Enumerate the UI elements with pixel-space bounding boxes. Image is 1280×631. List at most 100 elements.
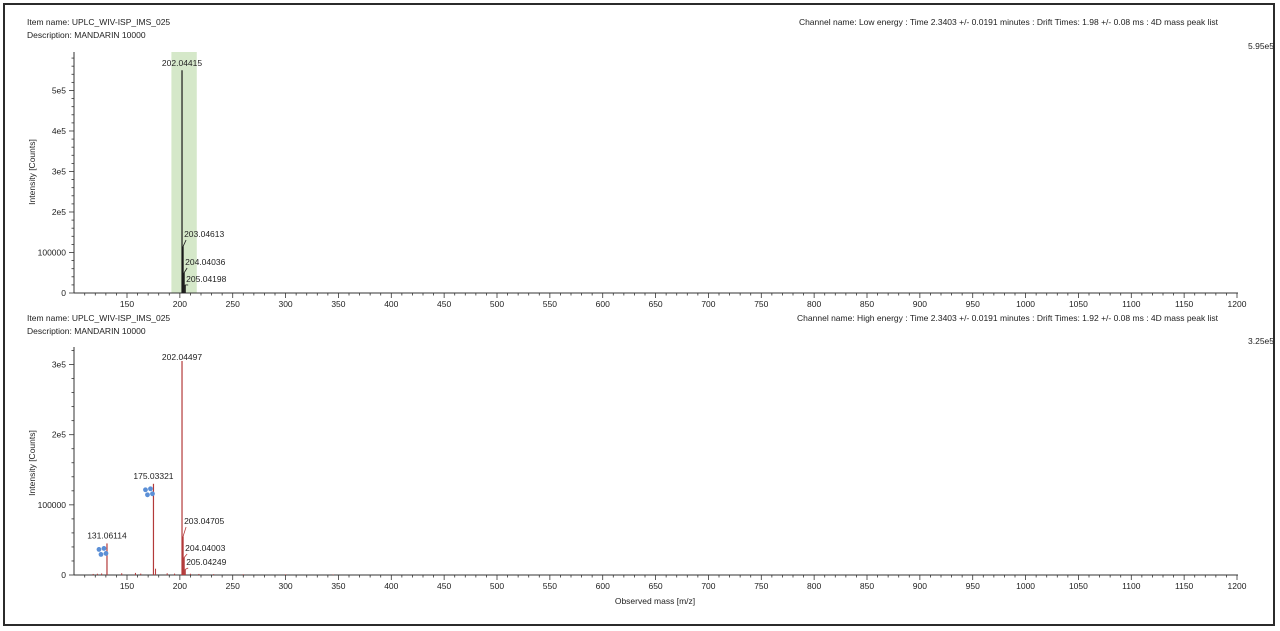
x-tick-label: 550	[543, 581, 557, 591]
marker-dot	[150, 491, 155, 497]
peak-label: 175.03321	[133, 471, 173, 481]
peak-label: 204.04003	[185, 543, 225, 553]
marker-dot	[145, 492, 150, 498]
y-tick-label: 4e5	[52, 126, 66, 136]
peak-leader	[185, 567, 189, 570]
peak-label: 205.04198	[186, 274, 226, 284]
x-tick-label: 1200	[1228, 299, 1247, 309]
x-tick-label: 400	[384, 581, 398, 591]
x-tick-label: 450	[437, 299, 451, 309]
peak-label: 203.04613	[184, 229, 224, 239]
molecule-marker-icon	[143, 486, 155, 498]
peak-label: 131.06114	[87, 530, 127, 540]
x-tick-label: 1200	[1228, 581, 1247, 591]
x-tick-label: 650	[648, 299, 662, 309]
x-tick-label: 1100	[1122, 581, 1141, 591]
x-tick-label: 600	[596, 299, 610, 309]
x-tick-label: 900	[913, 581, 927, 591]
peak-label: 204.04036	[185, 257, 225, 267]
y-tick-label: 0	[61, 288, 66, 298]
x-tick-label: 700	[701, 299, 715, 309]
x-tick-label: 900	[913, 299, 927, 309]
y-tick-label: 2e5	[52, 207, 66, 217]
x-tick-label: 850	[860, 581, 874, 591]
peak-label: 202.04497	[162, 352, 202, 362]
panel-low-energy: Item name: UPLC_WIV-ISP_IMS_025 Descript…	[27, 17, 1274, 309]
x-tick-label: 850	[860, 299, 874, 309]
highlight-region-1	[171, 52, 197, 293]
x-tick-label: 500	[490, 581, 504, 591]
x-tick-label: 950	[966, 299, 980, 309]
peak-leader	[183, 553, 188, 558]
max-intensity-1: 5.95e5	[1248, 41, 1274, 51]
x-tick-label: 150	[120, 581, 134, 591]
x-tick-label: 550	[543, 299, 557, 309]
marker-dot	[101, 546, 107, 551]
x-tick-label: 500	[490, 299, 504, 309]
x-tick-label: 300	[278, 299, 292, 309]
y-axis-label-1: Intensity [Counts]	[27, 139, 37, 205]
x-tick-label: 600	[596, 581, 610, 591]
channel-name-2: Channel name: High energy : Time 2.3403 …	[797, 313, 1219, 323]
x-tick-label: 150	[120, 299, 134, 309]
peaks-2: 131.06114 175.03321 202.04497 203.04705 204.…	[87, 352, 334, 575]
x-tick-label: 1000	[1016, 299, 1035, 309]
x-tick-label: 350	[331, 299, 345, 309]
figure-frame	[3, 3, 1275, 626]
molecule-marker-icon	[96, 546, 109, 557]
y-tick-label: 100000	[38, 247, 67, 257]
x-tick-label: 800	[807, 299, 821, 309]
x-tick-label: 950	[966, 581, 980, 591]
axes-2: 150 200 250 300 350 400 450 500 550 600 650 700 750 8…	[38, 347, 1247, 591]
y-tick-label: 3e5	[52, 166, 66, 176]
y-tick-label: 2e5	[52, 430, 66, 440]
description-2: Description: MANDARIN 10000	[27, 326, 146, 336]
marker-dot	[143, 487, 148, 493]
x-tick-label: 750	[754, 581, 768, 591]
x-tick-label: 200	[173, 299, 187, 309]
peaks-1: 202.04415 203.04613 204.04036 205.04198	[162, 58, 227, 293]
x-tick-label: 400	[384, 299, 398, 309]
max-intensity-2: 3.25e5	[1248, 336, 1274, 346]
y-tick-label: 5e5	[52, 85, 66, 95]
item-name-1: Item name: UPLC_WIV-ISP_IMS_025	[27, 17, 170, 27]
x-tick-label: 1000	[1016, 581, 1035, 591]
marker-dot	[148, 486, 153, 492]
marker-dot	[103, 551, 109, 556]
marker-dot	[96, 547, 102, 552]
x-tick-label: 1150	[1175, 299, 1194, 309]
x-tick-label: 450	[437, 581, 451, 591]
peak-leader	[183, 267, 188, 273]
channel-name-1: Channel name: Low energy : Time 2.3403 +…	[799, 17, 1219, 27]
x-tick-label: 1100	[1122, 299, 1141, 309]
peak-label: 202.04415	[162, 58, 202, 68]
y-tick-label: 100000	[38, 500, 67, 510]
highlight-band	[171, 52, 197, 293]
x-tick-label: 250	[226, 581, 240, 591]
x-tick-label: 650	[648, 581, 662, 591]
item-name-2: Item name: UPLC_WIV-ISP_IMS_025	[27, 313, 170, 323]
description-1: Description: MANDARIN 10000	[27, 30, 146, 40]
x-tick-label: 700	[701, 581, 715, 591]
x-tick-label: 1050	[1069, 581, 1088, 591]
x-axis-label-2: Observed mass [m/z]	[615, 596, 695, 606]
peak-leader	[182, 526, 187, 537]
x-tick-label: 250	[226, 299, 240, 309]
axes-1: 150 200 250 300 350 400 450 500 550 600 650 700 750 8…	[38, 52, 1247, 309]
y-tick-label: 3e5	[52, 360, 66, 370]
x-tick-label: 200	[173, 581, 187, 591]
y-axis-label-2: Intensity [Counts]	[27, 430, 37, 496]
x-tick-label: 1050	[1069, 299, 1088, 309]
x-tick-label: 300	[278, 581, 292, 591]
x-tick-label: 800	[807, 581, 821, 591]
peak-leader	[182, 239, 187, 247]
x-tick-label: 350	[331, 581, 345, 591]
panel-high-energy: Item name: UPLC_WIV-ISP_IMS_025 Descript…	[27, 313, 1274, 606]
x-tick-label: 750	[754, 299, 768, 309]
peak-label: 205.04249	[186, 557, 226, 567]
y-tick-label: 0	[61, 570, 66, 580]
peak-label: 203.04705	[184, 516, 224, 526]
x-tick-label: 1150	[1175, 581, 1194, 591]
marker-dot	[98, 552, 104, 557]
